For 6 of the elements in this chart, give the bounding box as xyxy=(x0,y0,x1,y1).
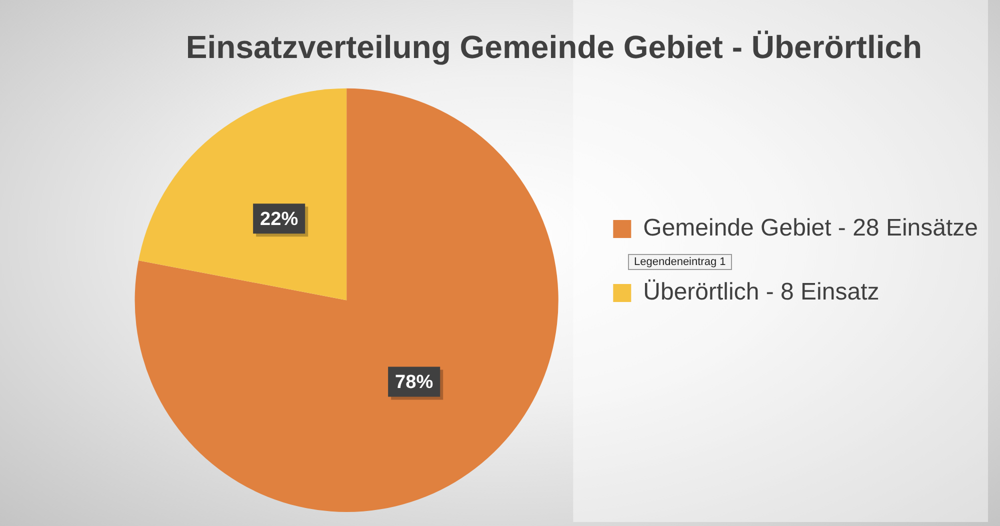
data-label: 22% xyxy=(260,208,298,230)
legend-label: Gemeinde Gebiet - 28 Einsätze xyxy=(643,214,978,242)
chart-title: Einsatzverteilung Gemeinde Gebiet - Überörtlich xyxy=(186,29,922,66)
data-label: 78% xyxy=(395,372,434,394)
legend-label: Überörtlich - 8 Einsatz xyxy=(643,278,880,306)
text: Legendeneintrag 1 xyxy=(628,254,732,270)
